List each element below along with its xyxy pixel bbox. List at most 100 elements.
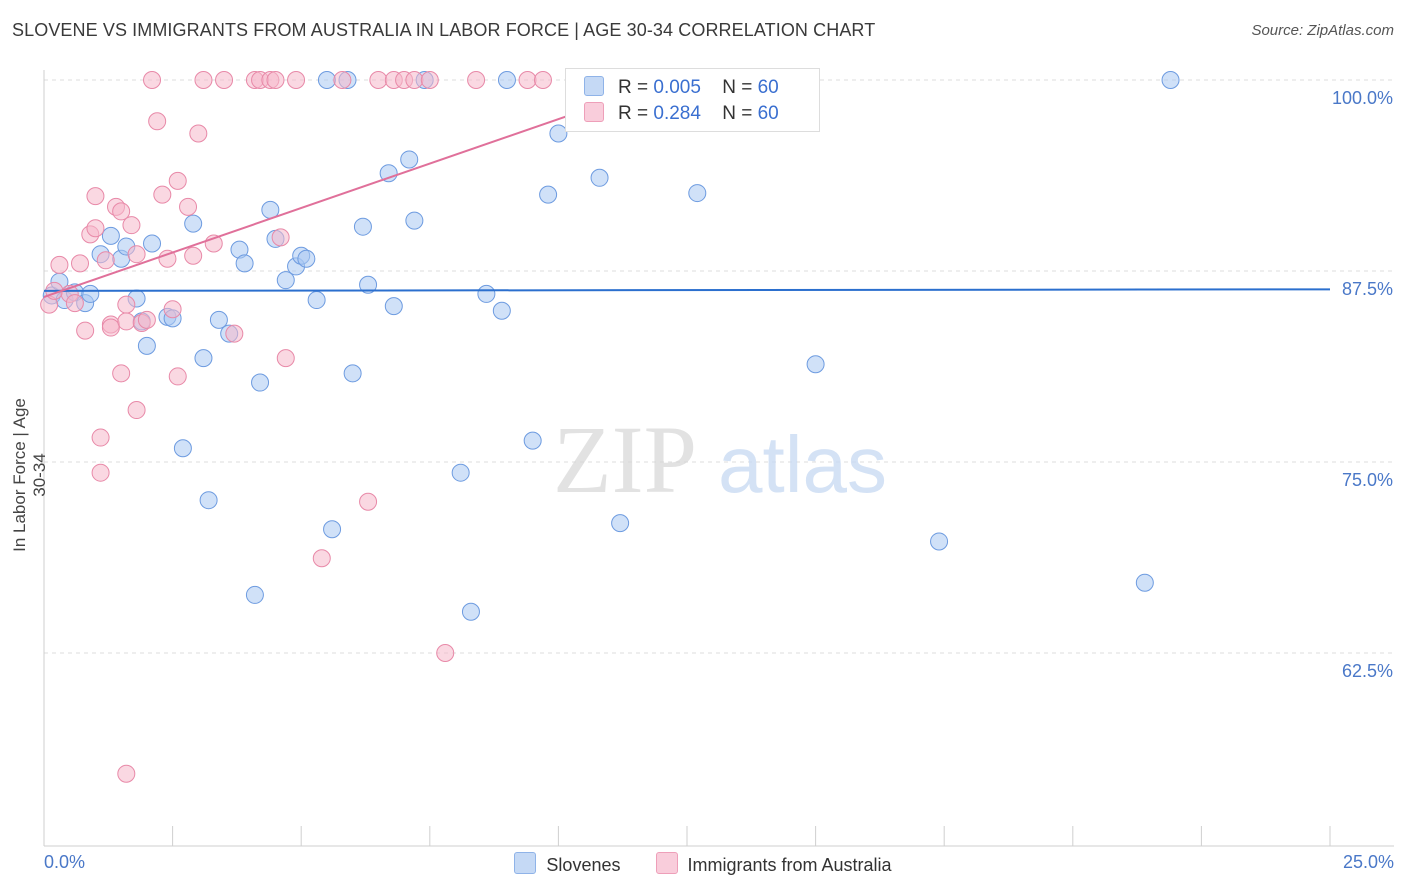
source-label: Source: ZipAtlas.com bbox=[1251, 22, 1394, 39]
point-slovenes bbox=[461, 602, 480, 621]
legend-label-slovenes: Slovenes bbox=[546, 855, 621, 875]
point-immigrants bbox=[137, 310, 156, 329]
point-slovenes bbox=[184, 214, 203, 233]
point-slovenes bbox=[539, 185, 558, 204]
point-slovenes bbox=[405, 211, 424, 230]
point-slovenes bbox=[451, 463, 470, 482]
point-immigrants bbox=[533, 71, 552, 89]
point-slovenes bbox=[492, 301, 511, 320]
point-immigrants bbox=[369, 71, 388, 89]
point-immigrants bbox=[143, 71, 162, 89]
y-axis-label: In Labor Force | Age 30-34 bbox=[10, 398, 49, 552]
watermark-atlas: atlas bbox=[718, 420, 887, 509]
axes bbox=[43, 70, 1394, 847]
point-slovenes bbox=[235, 254, 254, 273]
point-immigrants bbox=[266, 71, 285, 89]
gridlines bbox=[44, 79, 1394, 654]
point-immigrants bbox=[96, 251, 115, 270]
point-slovenes bbox=[323, 520, 342, 539]
stats-swatch-immigrants bbox=[584, 102, 604, 122]
point-immigrants bbox=[359, 492, 378, 511]
point-immigrants bbox=[184, 246, 203, 265]
point-immigrants bbox=[168, 171, 187, 190]
stats-row-immigrants: R = 0.284 N = 60 bbox=[584, 102, 779, 126]
point-immigrants bbox=[215, 71, 234, 89]
point-slovenes bbox=[173, 439, 192, 458]
point-slovenes bbox=[590, 168, 609, 187]
stats-n-label: N = bbox=[722, 103, 753, 124]
point-slovenes bbox=[379, 164, 398, 183]
point-immigrants bbox=[189, 124, 208, 143]
point-immigrants bbox=[127, 245, 146, 264]
legend-item-immigrants: Immigrants from Australia bbox=[655, 852, 892, 876]
point-immigrants bbox=[276, 349, 295, 368]
point-slovenes bbox=[137, 336, 156, 355]
point-slovenes bbox=[523, 431, 542, 450]
stats-row-slovenes: R = 0.005 N = 60 bbox=[584, 76, 779, 100]
legend-swatch-immigrants bbox=[655, 852, 678, 874]
stats-n-value: 60 bbox=[757, 103, 779, 124]
watermark-zip: ZIP bbox=[553, 406, 697, 513]
watermark: ZIP atlas bbox=[553, 406, 887, 513]
chart-legend: Slovenes Immigrants from Australia bbox=[0, 852, 1406, 876]
point-immigrants bbox=[467, 71, 486, 89]
point-slovenes bbox=[317, 71, 336, 89]
stats-n-label: N = bbox=[722, 77, 753, 98]
point-immigrants bbox=[50, 255, 69, 274]
point-immigrants bbox=[86, 187, 105, 206]
point-immigrants bbox=[117, 295, 136, 314]
y-tick-labels: 100.0% 87.5% 75.0% 62.5% bbox=[1332, 88, 1393, 681]
point-immigrants bbox=[271, 228, 290, 247]
point-immigrants bbox=[91, 463, 110, 482]
stats-r-label: R = bbox=[618, 77, 649, 98]
stats-r-value: 0.284 bbox=[653, 103, 701, 124]
point-slovenes bbox=[194, 349, 213, 368]
point-immigrants bbox=[127, 401, 146, 420]
stats-r-label: R = bbox=[618, 103, 649, 124]
point-immigrants bbox=[86, 219, 105, 238]
trend-line-slovenes bbox=[43, 288, 1331, 292]
point-slovenes bbox=[400, 150, 419, 169]
point-immigrants bbox=[65, 294, 84, 313]
correlation-stats-box: R = 0.005 N = 60 R = 0.284 N = 60 bbox=[565, 68, 820, 132]
legend-swatch-slovenes bbox=[514, 852, 537, 874]
point-slovenes bbox=[81, 284, 100, 303]
point-slovenes bbox=[359, 275, 378, 294]
point-slovenes bbox=[930, 532, 949, 551]
point-immigrants bbox=[158, 249, 177, 268]
point-immigrants bbox=[518, 71, 537, 89]
point-immigrants bbox=[287, 71, 306, 89]
point-immigrants bbox=[420, 71, 439, 89]
legend-label-immigrants: Immigrants from Australia bbox=[687, 855, 892, 875]
legend-item-slovenes: Slovenes bbox=[514, 852, 620, 876]
point-immigrants bbox=[112, 202, 131, 221]
point-slovenes bbox=[209, 310, 228, 329]
y-tick-label: 100.0% bbox=[1332, 88, 1393, 108]
point-immigrants bbox=[312, 549, 331, 568]
point-immigrants bbox=[101, 318, 120, 337]
point-immigrants bbox=[168, 367, 187, 386]
point-slovenes bbox=[199, 491, 218, 510]
y-tick-label: 62.5% bbox=[1342, 661, 1393, 681]
point-immigrants bbox=[91, 428, 110, 447]
x-tick-label-max: 25.0% bbox=[1342, 852, 1394, 872]
y-tick-label: 87.5% bbox=[1342, 279, 1393, 299]
data-points bbox=[40, 71, 1180, 783]
stats-swatch-slovenes bbox=[584, 76, 604, 96]
point-slovenes bbox=[384, 297, 403, 316]
point-immigrants bbox=[122, 216, 141, 235]
point-immigrants bbox=[117, 312, 136, 331]
point-slovenes bbox=[806, 355, 825, 374]
point-slovenes bbox=[101, 226, 120, 245]
point-slovenes bbox=[143, 234, 162, 253]
point-slovenes bbox=[497, 71, 516, 89]
stats-r-value: 0.005 bbox=[653, 77, 701, 98]
point-immigrants bbox=[153, 185, 172, 204]
y-tick-label: 75.0% bbox=[1342, 470, 1393, 490]
point-immigrants bbox=[405, 71, 424, 89]
point-slovenes bbox=[297, 249, 316, 268]
point-slovenes bbox=[611, 514, 630, 533]
point-slovenes bbox=[307, 291, 326, 310]
point-slovenes bbox=[251, 373, 270, 392]
